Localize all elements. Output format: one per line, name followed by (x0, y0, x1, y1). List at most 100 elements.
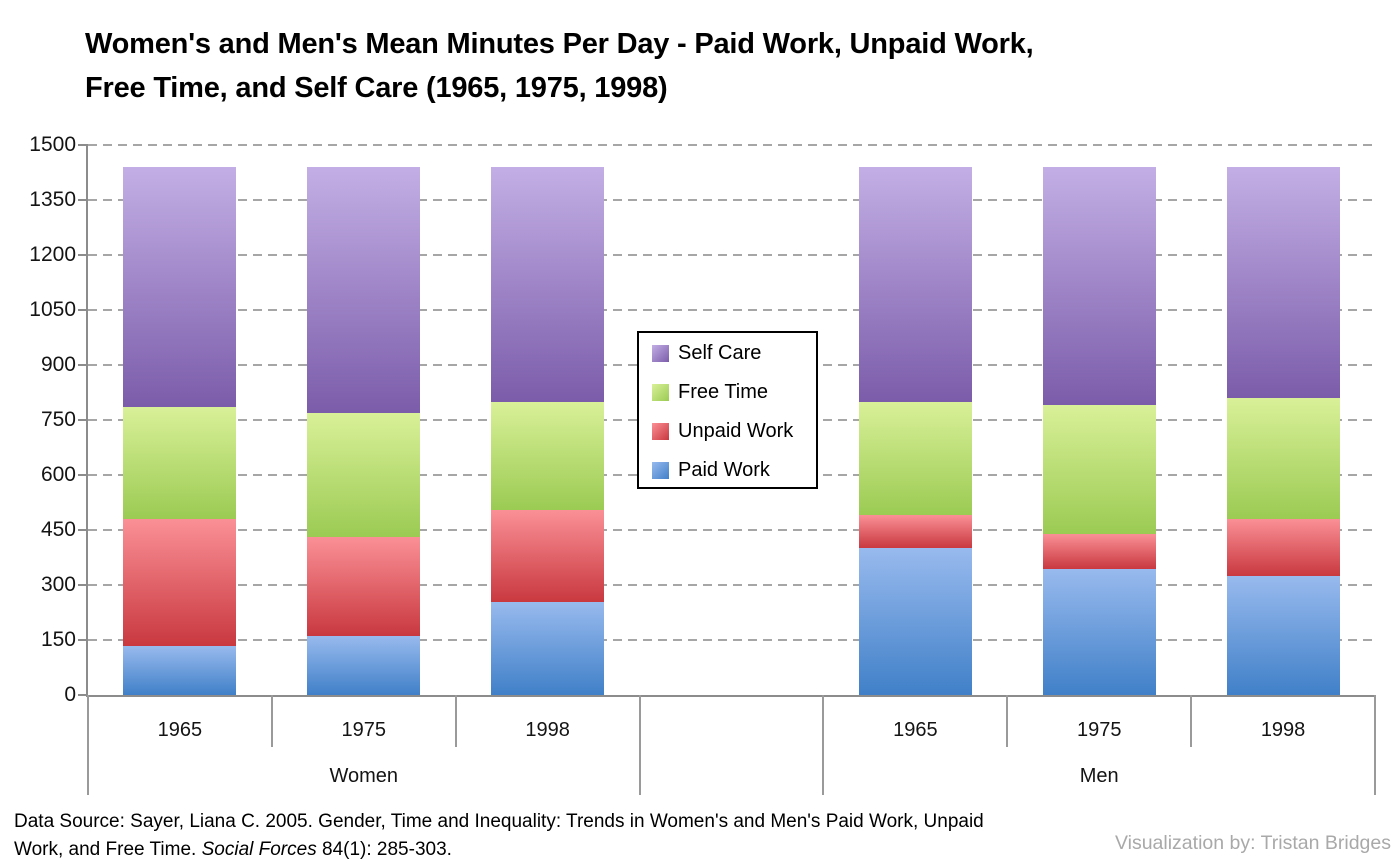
legend-swatch-free-time (652, 384, 669, 401)
segment-unpaid-work-women-1998 (491, 509, 605, 602)
data-source-line2-before: Work, and Free Time. (14, 838, 202, 860)
x-axis-group-label-men: Men (1079, 765, 1119, 787)
legend-item-unpaid-work: Unpaid Work (652, 412, 816, 451)
x-axis-year-divider (1006, 695, 1009, 747)
y-axis-label-1050: 1050 (29, 298, 76, 321)
y-axis-tick-1050 (78, 309, 88, 311)
legend-label-paid-work: Paid Work (678, 459, 770, 481)
legend-item-free-time: Free Time (652, 373, 816, 412)
data-source-line2-after: 84(1): 285-303. (316, 838, 452, 860)
segment-paid-work-women-1998 (491, 601, 605, 695)
gridline-450 (88, 529, 1375, 531)
y-axis-label-0: 0 (64, 683, 76, 706)
data-source-note: Data Source: Sayer, Liana C. 2005. Gende… (14, 808, 1064, 863)
y-axis-tick-600 (78, 474, 88, 476)
bar-women-1998 (491, 167, 605, 695)
y-axis-tick-0 (78, 694, 88, 696)
bar-men-1975 (1042, 167, 1156, 695)
bar-women-1965 (123, 167, 237, 695)
y-axis-tick-1500 (78, 144, 88, 146)
gridline-1050 (88, 309, 1375, 311)
y-axis-tick-750 (78, 419, 88, 421)
y-axis-tick-300 (78, 584, 88, 586)
chart-title: Women's and Men's Mean Minutes Per Day -… (85, 28, 1034, 104)
x-axis-group-label-women: Women (329, 765, 399, 787)
x-axis-year-label-women-1975: 1975 (341, 719, 387, 741)
y-axis-label-600: 600 (40, 463, 76, 486)
legend-item-paid-work: Paid Work (652, 451, 816, 490)
segment-unpaid-work-women-1975 (307, 537, 421, 637)
bar-men-1965 (858, 167, 972, 695)
segment-free-time-men-1975 (1042, 405, 1156, 534)
segment-paid-work-men-1965 (858, 548, 972, 695)
segment-free-time-men-1998 (1226, 398, 1340, 520)
gridline-1200 (88, 254, 1375, 256)
segment-unpaid-work-men-1975 (1042, 533, 1156, 569)
x-axis-year-label-women-1998: 1998 (525, 719, 570, 741)
data-source-journal: Social Forces (201, 838, 317, 860)
segment-free-time-women-1965 (123, 407, 237, 519)
y-axis-label-750: 750 (40, 408, 76, 431)
segment-paid-work-women-1965 (123, 645, 237, 695)
segment-paid-work-men-1975 (1042, 568, 1156, 695)
gridline-1500 (88, 144, 1375, 146)
segment-free-time-women-1998 (491, 401, 605, 510)
y-axis-label-1350: 1350 (29, 188, 76, 211)
legend-label-free-time: Free Time (678, 381, 769, 403)
data-source-line1: Data Source: Sayer, Liana C. 2005. Gende… (14, 811, 984, 832)
y-axis-label-300: 300 (40, 573, 76, 596)
y-axis-tick-450 (78, 529, 88, 531)
y-axis-label-150: 150 (40, 628, 76, 651)
visualization-credit: Visualization by: Tristan Bridges (1114, 832, 1391, 854)
segment-free-time-women-1975 (307, 412, 421, 538)
segment-paid-work-women-1975 (307, 636, 421, 695)
segment-free-time-men-1965 (858, 401, 972, 516)
segment-self-care-women-1998 (491, 167, 605, 402)
x-axis-year-divider (1190, 695, 1193, 747)
x-axis-year-divider (454, 695, 457, 747)
x-axis-year-divider (270, 695, 273, 747)
bar-men-1998 (1226, 167, 1340, 695)
y-axis-line (86, 145, 88, 697)
x-axis-year-divider (87, 695, 89, 747)
segment-self-care-men-1975 (1042, 167, 1156, 406)
segment-self-care-men-1998 (1226, 167, 1340, 399)
x-axis-year-divider (638, 695, 641, 747)
gridline-300 (88, 584, 1375, 586)
segment-paid-work-men-1998 (1226, 575, 1340, 695)
segment-self-care-women-1965 (123, 167, 237, 408)
y-axis-tick-150 (78, 639, 88, 641)
segment-unpaid-work-women-1965 (123, 519, 237, 646)
y-axis-tick-1350 (78, 199, 88, 201)
legend-label-unpaid-work: Unpaid Work (678, 420, 794, 442)
segment-self-care-men-1965 (858, 167, 972, 402)
y-axis-label-450: 450 (40, 518, 76, 541)
legend-item-self-care: Self Care (652, 334, 816, 373)
legend-swatch-self-care (652, 345, 669, 362)
x-axis-line (86, 695, 1375, 697)
x-axis-year-label-women-1965: 1965 (157, 719, 203, 741)
bar-women-1975 (307, 167, 421, 695)
y-axis-label-1200: 1200 (29, 243, 76, 266)
x-axis-group-divider (87, 747, 89, 795)
segment-unpaid-work-men-1998 (1226, 519, 1340, 576)
x-axis-year-label-men-1998: 1998 (1260, 719, 1306, 741)
y-axis-label-1500: 1500 (29, 133, 76, 156)
x-axis-year-label-men-1975: 1975 (1076, 719, 1122, 741)
x-axis-year-divider (1374, 695, 1376, 747)
segment-self-care-women-1975 (307, 167, 421, 413)
y-axis-tick-1200 (78, 254, 88, 256)
x-axis-year-label-men-1965: 1965 (893, 719, 938, 741)
gridline-1350 (88, 199, 1375, 201)
x-axis-group-divider (822, 747, 825, 795)
gridline-150 (88, 639, 1375, 641)
legend-label-self-care: Self Care (678, 342, 762, 364)
y-axis-label-900: 900 (40, 353, 76, 376)
legend-swatch-unpaid-work (652, 423, 669, 440)
segment-unpaid-work-men-1965 (858, 515, 972, 549)
legend-swatch-paid-work (652, 462, 669, 479)
x-axis-group-divider (1374, 747, 1376, 795)
x-axis-group-divider (638, 747, 641, 795)
y-axis-tick-900 (78, 364, 88, 366)
legend: Self Care Free Time Unpaid Work Paid Work (637, 331, 818, 489)
